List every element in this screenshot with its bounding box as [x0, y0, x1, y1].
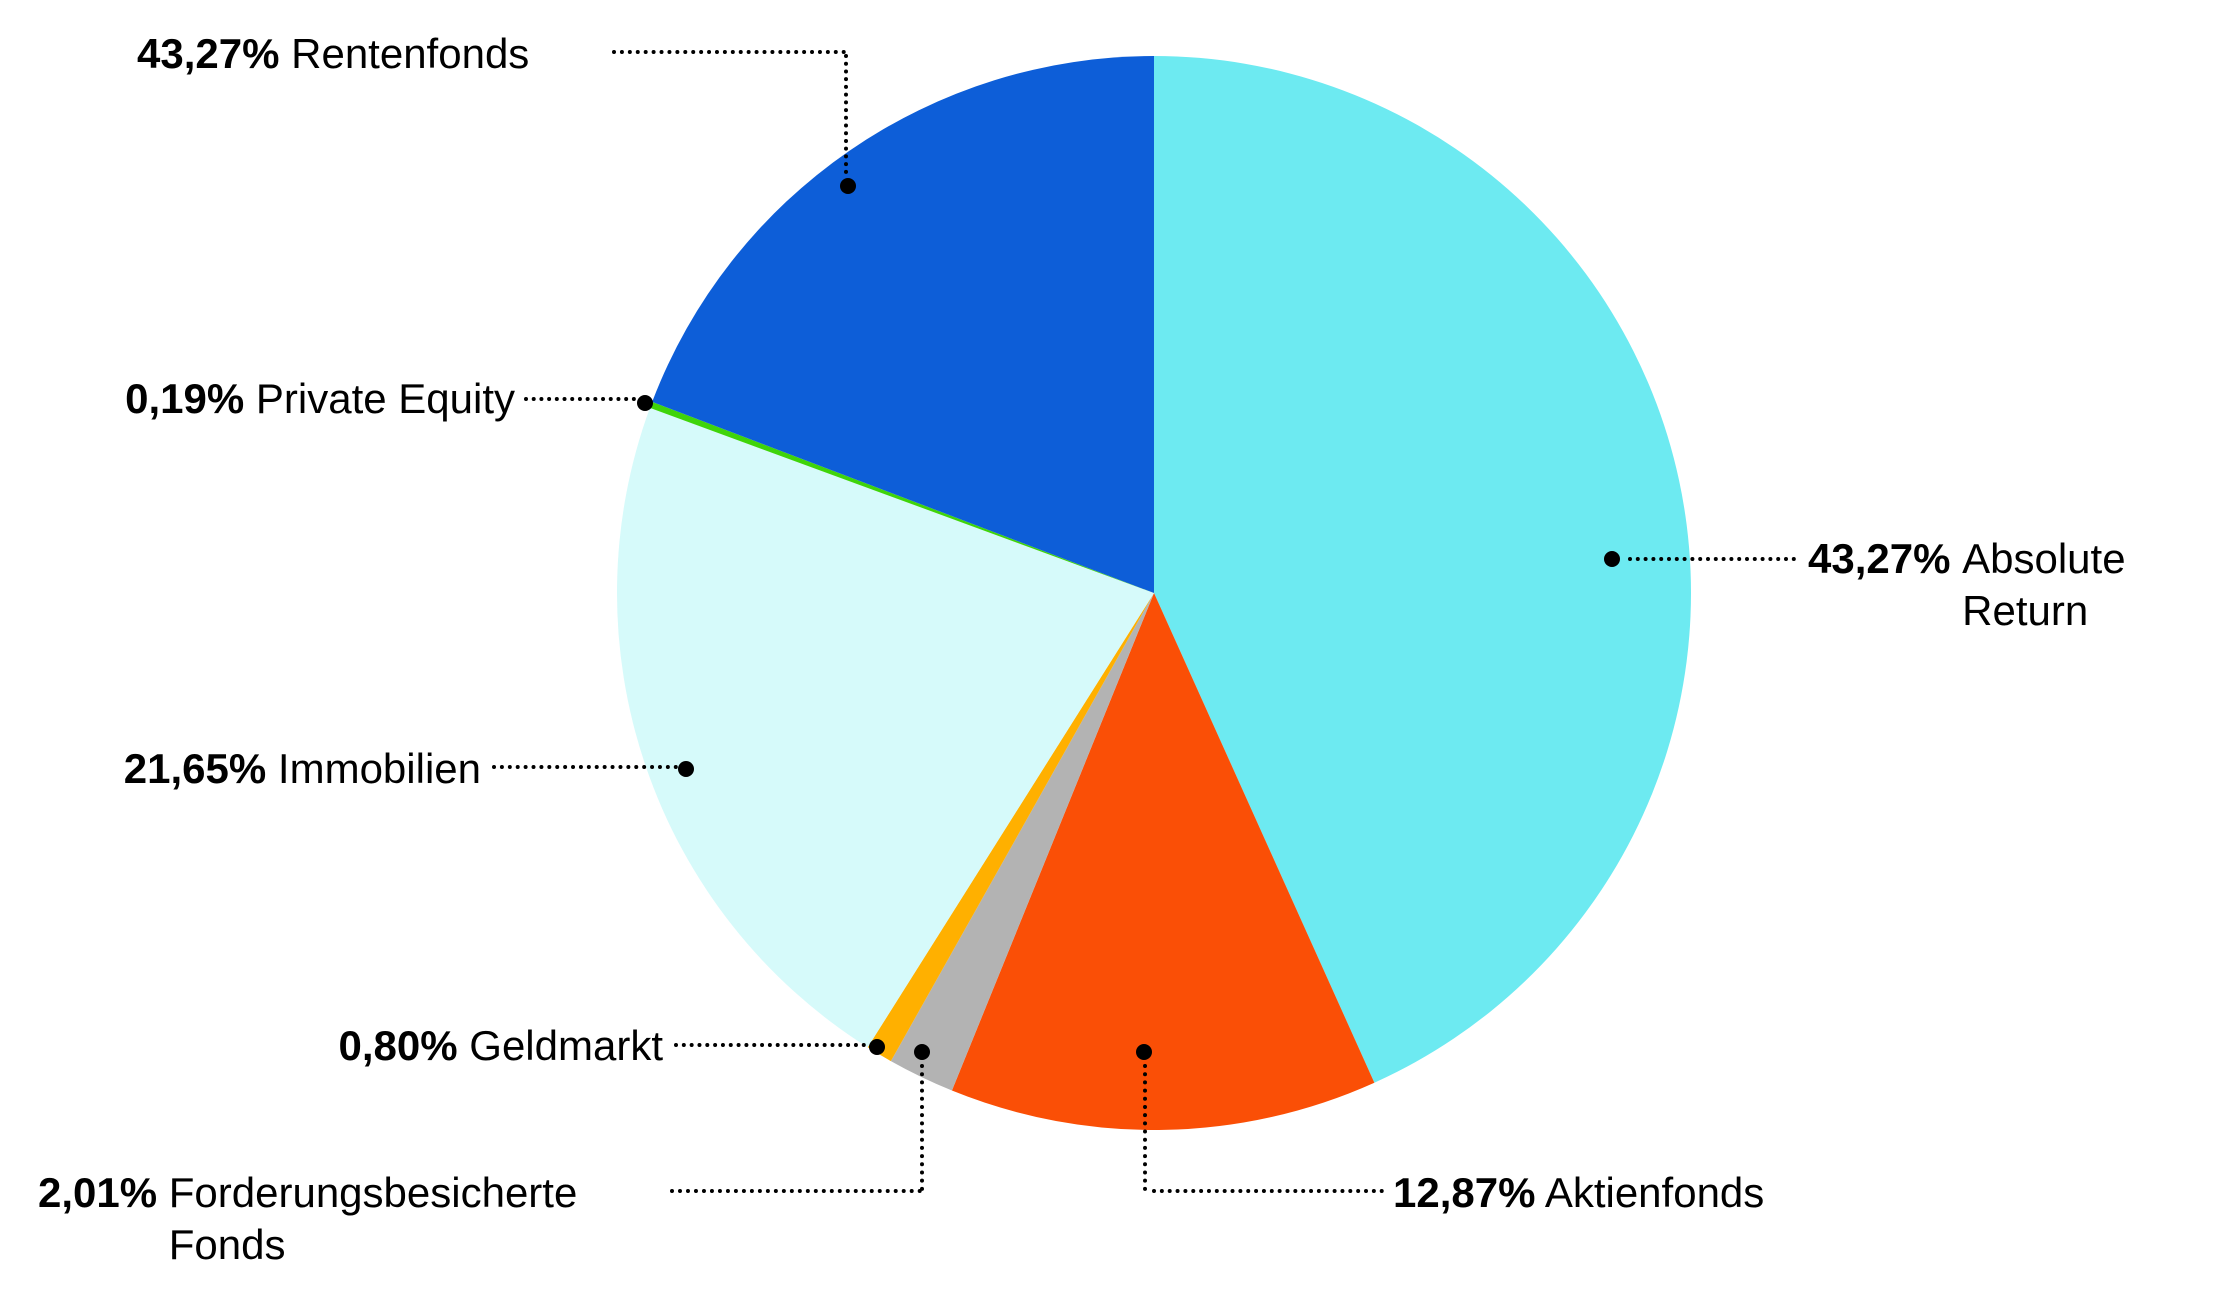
- callout-absolute-return: 43,27% Absolute Return: [1808, 533, 2182, 637]
- callout-geldmarkt: 0,80% Geldmarkt: [339, 1020, 663, 1072]
- callout-private-equity-pct: 0,19%: [125, 375, 245, 422]
- callout-forderungsbesicherte-fonds: 2,01% Forderungsbesicherte Fonds: [38, 1167, 639, 1271]
- leader-dot-rentenfonds: [840, 178, 856, 194]
- callout-aktienfonds-name: Aktienfonds: [1544, 1169, 1765, 1216]
- callout-forderungsbesicherte-fonds-name: Forderungsbesicherte Fonds: [168, 1169, 578, 1268]
- callout-aktienfonds-pct: 12,87%: [1393, 1169, 1536, 1216]
- callout-immobilien: 21,65% Immobilien: [124, 743, 481, 795]
- leader-aktienfonds-horizontal: [1152, 1189, 1384, 1193]
- leader-aktienfonds-vertical: [1143, 1064, 1147, 1191]
- pie-slice-immobilien: [617, 407, 1154, 1048]
- leader-rentenfonds-horizontal: [612, 50, 846, 54]
- callout-absolute-return-name: Absolute Return: [1962, 535, 2126, 634]
- callout-rentenfonds: 43,27% Rentenfonds: [137, 28, 529, 80]
- callout-immobilien-name: Immobilien: [277, 745, 481, 792]
- leader-dot-forderungsbesicherte: [914, 1044, 930, 1060]
- leader-absolute-return-horizontal: [1628, 557, 1796, 561]
- pie-slice-forderungsbesicherte-fonds: [890, 593, 1154, 1091]
- leader-dot-private-equity: [637, 395, 653, 411]
- pie-slice-absolute-return: [1154, 56, 1691, 1083]
- pie-slice-aktienfonds: [951, 593, 1375, 1130]
- leader-dot-geldmarkt: [869, 1039, 885, 1055]
- pie-slice-geldmarkt: [867, 593, 1154, 1062]
- pie-slice-rentenfonds: [652, 56, 1154, 593]
- callout-geldmarkt-name: Geldmarkt: [469, 1022, 663, 1069]
- leader-dot-aktienfonds: [1136, 1044, 1152, 1060]
- pie-slice-private-equity: [649, 401, 1154, 593]
- leader-dot-absolute-return: [1604, 551, 1620, 567]
- callout-private-equity-name: Private Equity: [255, 375, 515, 422]
- leader-forderungsbesicherte-vertical: [920, 1064, 924, 1191]
- leader-geldmarkt-horizontal: [674, 1043, 866, 1047]
- callout-immobilien-pct: 21,65%: [123, 745, 267, 792]
- callout-rentenfonds-name: Rentenfonds: [291, 30, 530, 77]
- leader-dot-immobilien: [678, 761, 694, 777]
- leader-forderungsbesicherte-horizontal: [670, 1189, 922, 1193]
- callout-rentenfonds-pct: 43,27%: [137, 30, 280, 77]
- callout-absolute-return-pct: 43,27%: [1808, 535, 1951, 582]
- leader-private-equity-horizontal: [524, 397, 636, 401]
- callout-private-equity: 0,19% Private Equity: [125, 373, 515, 425]
- leader-immobilien-horizontal: [492, 765, 678, 769]
- leader-rentenfonds-vertical: [844, 54, 848, 174]
- callout-geldmarkt-pct: 0,80%: [338, 1022, 458, 1069]
- callout-forderungsbesicherte-fonds-pct: 2,01%: [38, 1169, 158, 1216]
- callout-aktienfonds: 12,87% Aktienfonds: [1393, 1167, 1764, 1219]
